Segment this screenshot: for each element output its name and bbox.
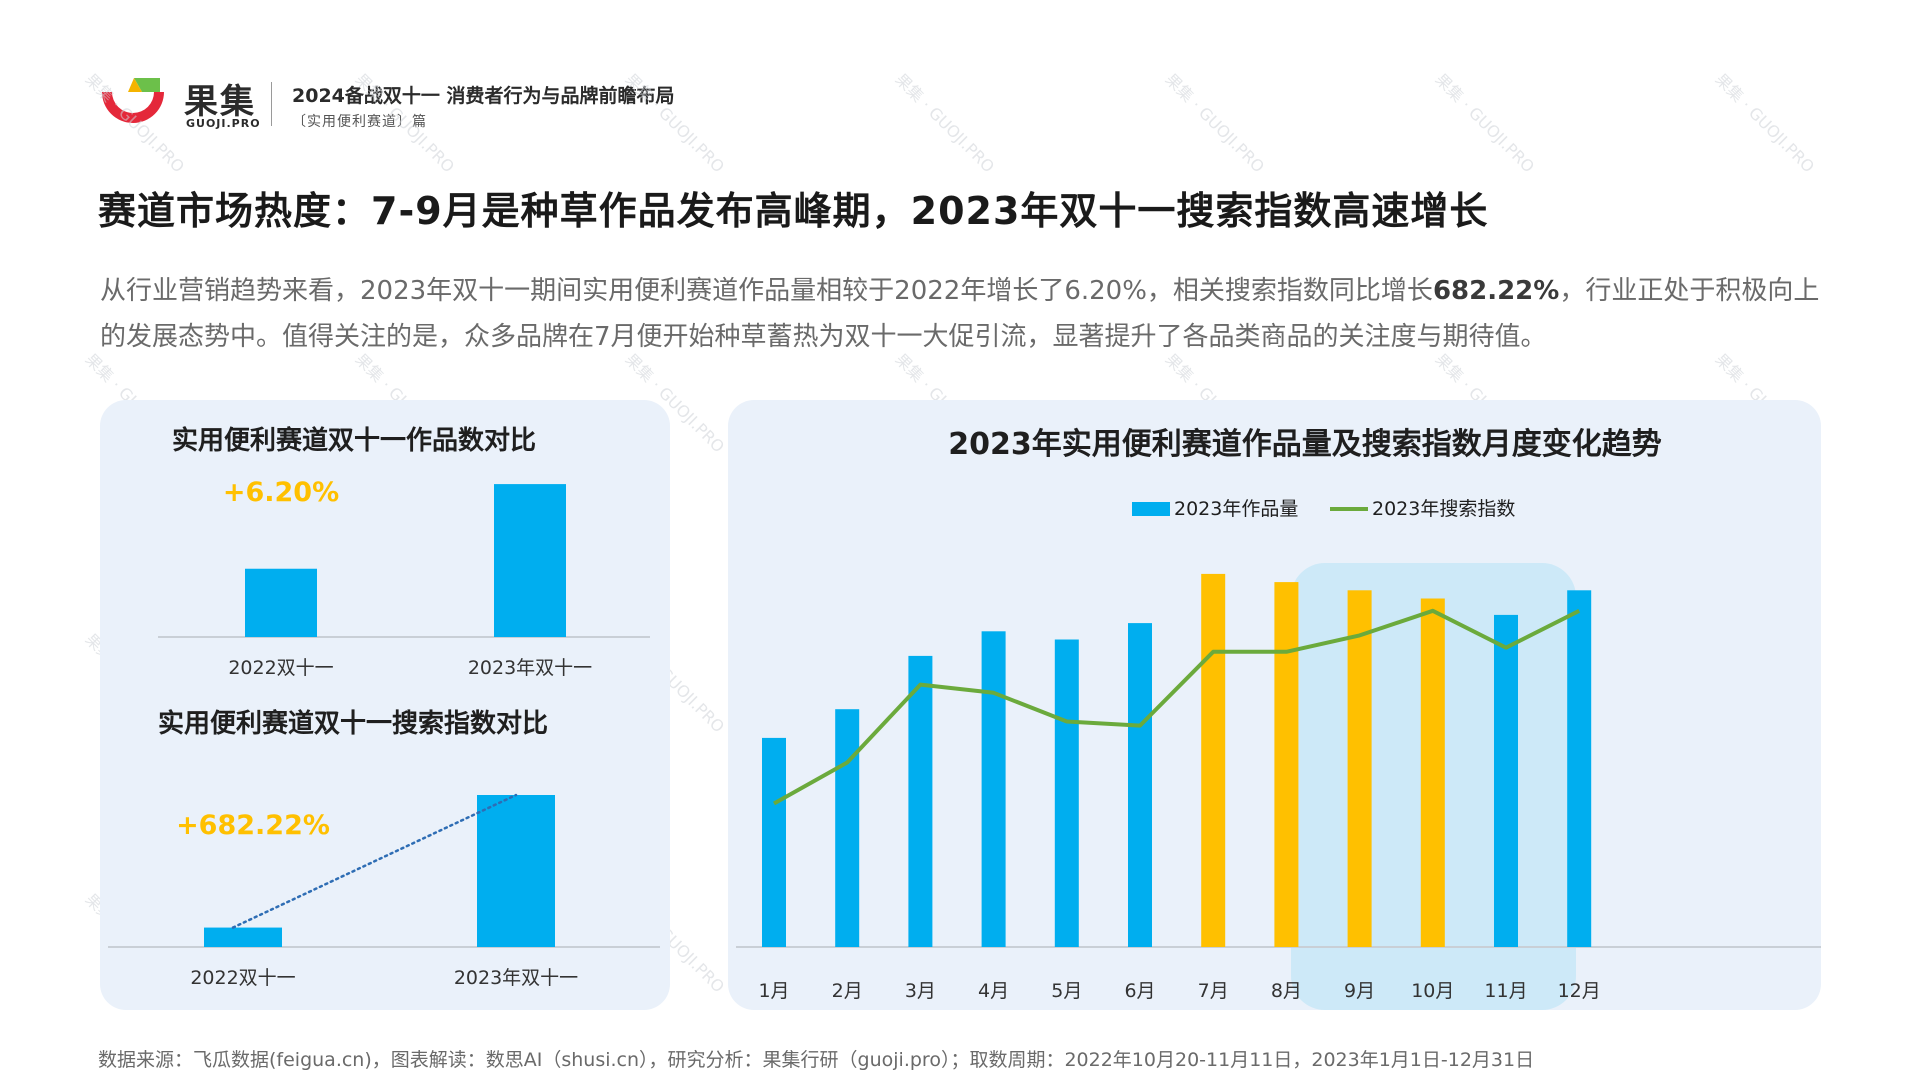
monthly-trend-chart: 2023年实用便利赛道作品量及搜索指数月度变化趋势 2023年作品量 2023年… bbox=[736, 427, 1821, 1010]
month-label-4: 4月 bbox=[978, 980, 1009, 1002]
search-comparison-title: 实用便利赛道双十一搜索指数对比 bbox=[158, 709, 549, 739]
brand-name: 果集 bbox=[184, 82, 256, 122]
month-label-1: 1月 bbox=[758, 980, 789, 1002]
legend-label-search: 2023年搜索指数 bbox=[1372, 498, 1515, 520]
guoji-logo-icon bbox=[102, 78, 164, 123]
works-bar-4 bbox=[981, 631, 1006, 947]
search-bar-2023 bbox=[477, 795, 555, 947]
brand-domain: GUOJI.PRO bbox=[186, 117, 261, 130]
works-bar-2023 bbox=[494, 484, 566, 637]
description-text-1: 从行业营销趋势来看，2023年双十一期间实用便利赛道作品量相较于2022年增长了… bbox=[100, 276, 1433, 306]
month-label-6: 6月 bbox=[1124, 980, 1155, 1002]
month-labels: 1月 2月 3月 4月 5月 6月 7月 8月 9月 10月 11月 12月 bbox=[758, 980, 1600, 1002]
works-category-2023: 2023年双十一 bbox=[468, 657, 592, 679]
month-label-8: 8月 bbox=[1271, 980, 1302, 1002]
legend-label-works: 2023年作品量 bbox=[1174, 498, 1298, 520]
works-bar-1 bbox=[762, 737, 786, 947]
monthly-chart-title: 2023年实用便利赛道作品量及搜索指数月度变化趋势 bbox=[948, 427, 1662, 462]
month-label-3: 3月 bbox=[905, 980, 936, 1002]
header-divider bbox=[271, 82, 272, 126]
works-bar-9 bbox=[1347, 590, 1372, 947]
works-bar-7 bbox=[1201, 573, 1226, 947]
report-title: 2024备战双十一 消费者行为与品牌前瞻布局 bbox=[292, 85, 675, 107]
month-label-2: 2月 bbox=[832, 980, 863, 1002]
works-bar-5 bbox=[1054, 639, 1079, 947]
month-label-9: 9月 bbox=[1344, 980, 1375, 1002]
legend-swatch-works bbox=[1132, 502, 1170, 516]
works-bar-6 bbox=[1128, 623, 1152, 947]
works-bar-12 bbox=[1567, 590, 1592, 947]
works-bar-11 bbox=[1494, 614, 1518, 947]
search-index-line bbox=[773, 608, 1581, 806]
works-bar-3 bbox=[908, 655, 933, 947]
search-growth-trend-line bbox=[231, 793, 518, 929]
search-comparison-chart: +682.22% 2022双十一 2023年双十一 bbox=[108, 793, 660, 989]
slide-title: 赛道市场热度：7-9月是种草作品发布高峰期，2023年双十一搜索指数高速增长 bbox=[98, 189, 1489, 233]
month-label-12: 12月 bbox=[1558, 980, 1601, 1002]
works-bar-8 bbox=[1274, 582, 1299, 947]
description-paragraph: 从行业营销趋势来看，2023年双十一期间实用便利赛道作品量相较于2022年增长了… bbox=[100, 268, 1830, 360]
monthly-bars bbox=[762, 573, 1592, 947]
report-subtitle: 〔实用便利赛道〕篇 bbox=[292, 114, 427, 130]
search-growth-label: +682.22% bbox=[176, 810, 330, 841]
description-highlight: 682.22% bbox=[1432, 276, 1560, 306]
works-bar-10 bbox=[1420, 598, 1445, 947]
works-comparison-title: 实用便利赛道双十一作品数对比 bbox=[172, 426, 537, 456]
comparison-panel bbox=[100, 400, 670, 1010]
data-source-note: 数据来源：飞瓜数据(feigua.cn)，图表解读：数思AI（shusi.cn）… bbox=[98, 1049, 1535, 1071]
month-label-5: 5月 bbox=[1051, 980, 1082, 1002]
description-text-2: ，行业正处于积极向上的发展态势中。值得关注的是，众多品牌在7月便开始种草蓄热为双… bbox=[100, 276, 1820, 352]
search-bar-2022 bbox=[204, 927, 282, 947]
month-label-11: 11月 bbox=[1484, 980, 1527, 1002]
month-label-7: 7月 bbox=[1198, 980, 1229, 1002]
works-category-2022: 2022双十一 bbox=[228, 657, 333, 679]
works-growth-label: +6.20% bbox=[223, 477, 339, 508]
works-comparison-chart: +6.20% 2022双十一 2023年双十一 bbox=[158, 477, 650, 679]
works-bar-2 bbox=[835, 709, 860, 947]
search-category-2022: 2022双十一 bbox=[190, 967, 295, 989]
search-category-2023: 2023年双十一 bbox=[454, 967, 578, 989]
works-bar-2022 bbox=[245, 568, 317, 637]
month-label-10: 10月 bbox=[1411, 980, 1454, 1002]
